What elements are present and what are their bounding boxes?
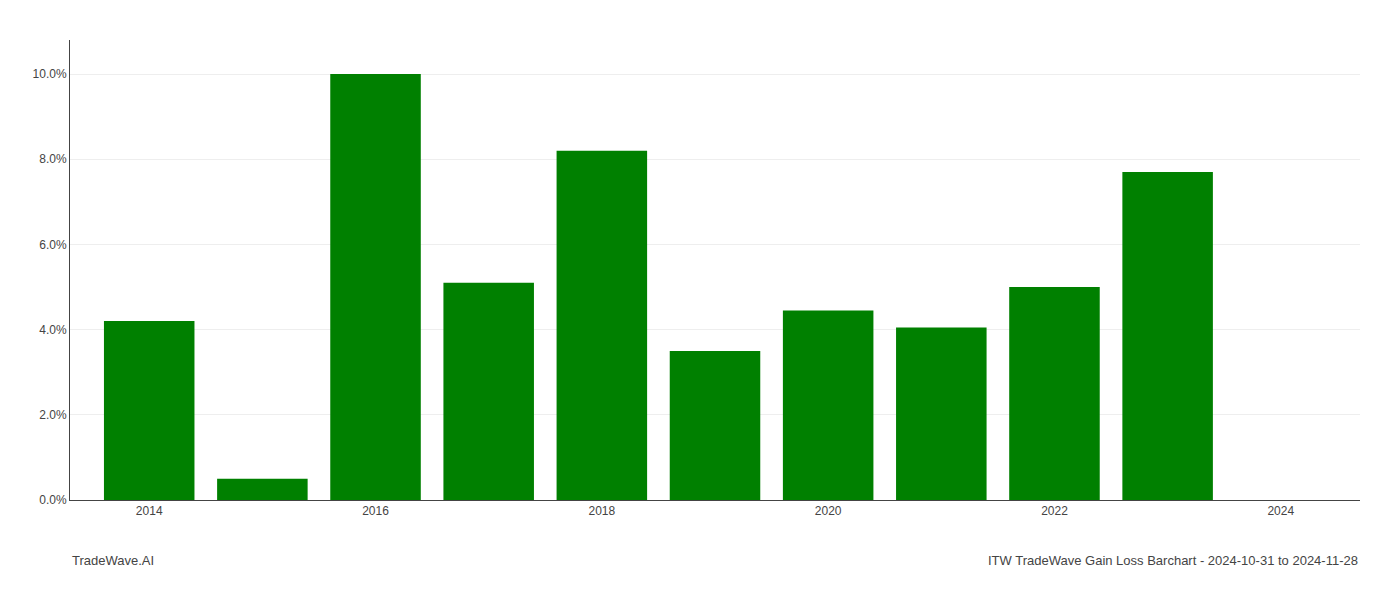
svg-text:2020: 2020	[815, 504, 842, 518]
svg-text:2024: 2024	[1267, 504, 1294, 518]
svg-text:2022: 2022	[1041, 504, 1068, 518]
svg-text:2016: 2016	[362, 504, 389, 518]
svg-text:10.0%: 10.0%	[33, 67, 67, 81]
svg-text:6.0%: 6.0%	[39, 238, 67, 252]
svg-text:2014: 2014	[136, 504, 163, 518]
svg-text:8.0%: 8.0%	[39, 152, 67, 166]
svg-text:2.0%: 2.0%	[39, 408, 67, 422]
svg-text:TradeWave.AI: TradeWave.AI	[72, 553, 154, 568]
svg-text:2018: 2018	[588, 504, 615, 518]
svg-text:ITW TradeWave Gain Loss Barcha: ITW TradeWave Gain Loss Barchart - 2024-…	[988, 553, 1358, 568]
svg-text:0.0%: 0.0%	[39, 493, 67, 507]
svg-text:4.0%: 4.0%	[39, 323, 67, 337]
